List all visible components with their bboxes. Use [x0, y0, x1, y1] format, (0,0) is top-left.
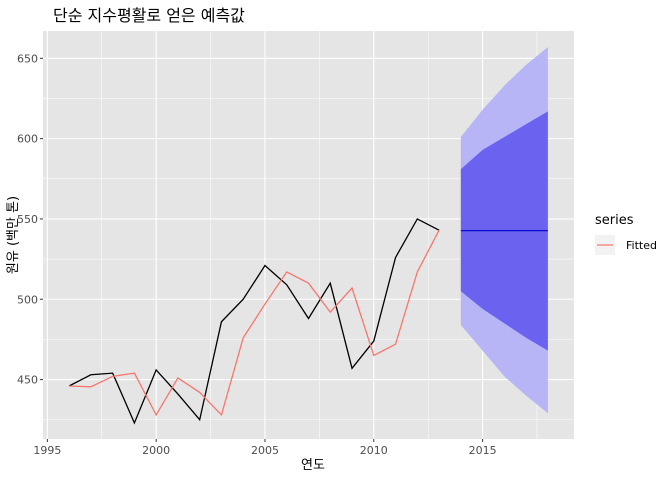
x-axis: 1995 2000 2005 2010 2015 — [33, 439, 497, 457]
chart-title: 단순 지수평활로 얻은 예측값 — [53, 6, 245, 25]
observed-line — [68, 218, 440, 425]
y-tick-label: 550 — [17, 213, 38, 226]
fitted-line — [69, 229, 440, 417]
x-tick-label: 1995 — [33, 444, 61, 457]
y-tick-label: 450 — [17, 374, 38, 387]
series-lines — [68, 218, 440, 425]
legend: series Fitted — [595, 213, 657, 255]
x-tick-label: 2010 — [360, 444, 388, 457]
y-axis: 450 500 550 600 650 — [17, 52, 43, 387]
prediction-intervals — [460, 47, 548, 414]
legend-title: series — [595, 213, 634, 228]
x-tick-label: 2015 — [469, 444, 497, 457]
x-axis-title: 연도 — [301, 458, 325, 473]
y-tick-label: 600 — [17, 133, 38, 146]
x-tick-label: 2005 — [251, 444, 279, 457]
legend-label-fitted: Fitted — [626, 239, 657, 252]
y-tick-label: 500 — [17, 293, 38, 306]
y-axis-title: 원유 (백만 톤) — [6, 196, 21, 274]
x-tick-label: 2000 — [142, 444, 170, 457]
y-tick-label: 650 — [17, 52, 38, 65]
